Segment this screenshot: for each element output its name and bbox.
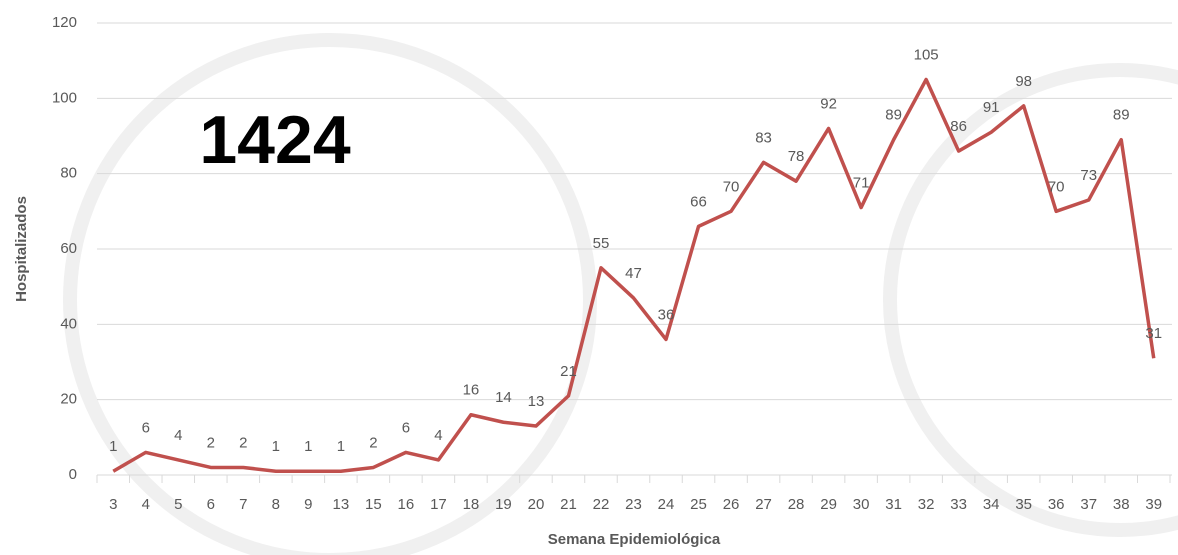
x-tick-label: 25 (690, 496, 707, 513)
data-label: 70 (723, 178, 740, 195)
data-label: 14 (495, 389, 512, 406)
x-tick-label: 24 (658, 496, 675, 513)
data-label: 1 (109, 438, 117, 455)
x-tick-label: 23 (625, 496, 642, 513)
x-tick-label: 36 (1048, 496, 1065, 513)
data-label: 89 (885, 107, 902, 124)
x-tick-label: 30 (853, 496, 870, 513)
y-tick-label: 40 (60, 315, 77, 332)
y-tick-label: 120 (52, 14, 77, 31)
data-label: 71 (853, 175, 870, 192)
watermark (63, 33, 1178, 555)
data-label: 4 (174, 427, 182, 444)
data-label: 83 (755, 129, 772, 146)
x-tick-label: 5 (174, 496, 182, 513)
y-tick-label: 100 (52, 89, 77, 106)
data-label: 89 (1113, 107, 1130, 124)
x-tick-label: 7 (239, 496, 247, 513)
data-label: 2 (207, 434, 215, 451)
data-label: 70 (1048, 178, 1065, 195)
x-tick-label: 16 (398, 496, 415, 513)
data-label: 105 (914, 46, 939, 63)
data-label: 1 (304, 438, 312, 455)
x-tick-label: 13 (333, 496, 350, 513)
x-tick-label: 39 (1145, 496, 1162, 513)
data-label: 55 (593, 235, 610, 252)
data-label: 2 (239, 434, 247, 451)
data-label: 73 (1080, 167, 1097, 184)
x-tick-label: 38 (1113, 496, 1130, 513)
y-tick-label: 60 (60, 240, 77, 257)
x-tick-label: 34 (983, 496, 1000, 513)
annotation: 1424 (199, 102, 350, 178)
data-label: 21 (560, 363, 577, 380)
data-label: 36 (658, 306, 675, 323)
x-tick-label: 9 (304, 496, 312, 513)
x-tick-label: 8 (272, 496, 280, 513)
x-tick-label: 28 (788, 496, 805, 513)
data-label: 13 (528, 393, 545, 410)
x-tick-label: 32 (918, 496, 935, 513)
x-tick-label: 33 (950, 496, 967, 513)
y-tick-label: 20 (60, 391, 77, 408)
x-tick-label: 20 (528, 496, 545, 513)
x-tick-label: 18 (463, 496, 480, 513)
y-tick-label: 0 (69, 466, 77, 483)
data-label: 6 (142, 419, 150, 436)
x-tick-label: 26 (723, 496, 740, 513)
x-tick-label: 4 (142, 496, 150, 513)
x-tick-label: 6 (207, 496, 215, 513)
x-tick-label: 35 (1015, 496, 1032, 513)
line-series (112, 77, 1156, 473)
x-tick-label: 19 (495, 496, 512, 513)
x-tick-label: 3 (109, 496, 117, 513)
x-tick-label: 27 (755, 496, 772, 513)
data-label: 2 (369, 434, 377, 451)
x-tick-label: 31 (885, 496, 902, 513)
y-axis-label: Hospitalizados (13, 196, 30, 302)
data-label: 4 (434, 427, 442, 444)
x-tick-label: 21 (560, 496, 577, 513)
y-tick-label: 80 (60, 165, 77, 182)
data-label: 47 (625, 265, 642, 282)
data-label: 66 (690, 193, 707, 210)
data-label: 91 (983, 99, 1000, 116)
x-tick-label: 22 (593, 496, 610, 513)
data-label: 92 (820, 95, 837, 112)
x-axis-label: Semana Epidemiológica (548, 531, 721, 548)
data-label: 98 (1015, 73, 1032, 90)
x-tick-label: 37 (1080, 496, 1097, 513)
data-label: 1 (337, 438, 345, 455)
x-tick-label: 15 (365, 496, 382, 513)
data-label: 6 (402, 419, 410, 436)
data-label: 86 (950, 118, 967, 135)
data-label: 1 (272, 438, 280, 455)
data-label: 78 (788, 148, 805, 165)
data-label: 31 (1145, 325, 1162, 342)
data-label: 16 (463, 382, 480, 399)
x-tick-label: 17 (430, 496, 447, 513)
x-tick-label: 29 (820, 496, 837, 513)
